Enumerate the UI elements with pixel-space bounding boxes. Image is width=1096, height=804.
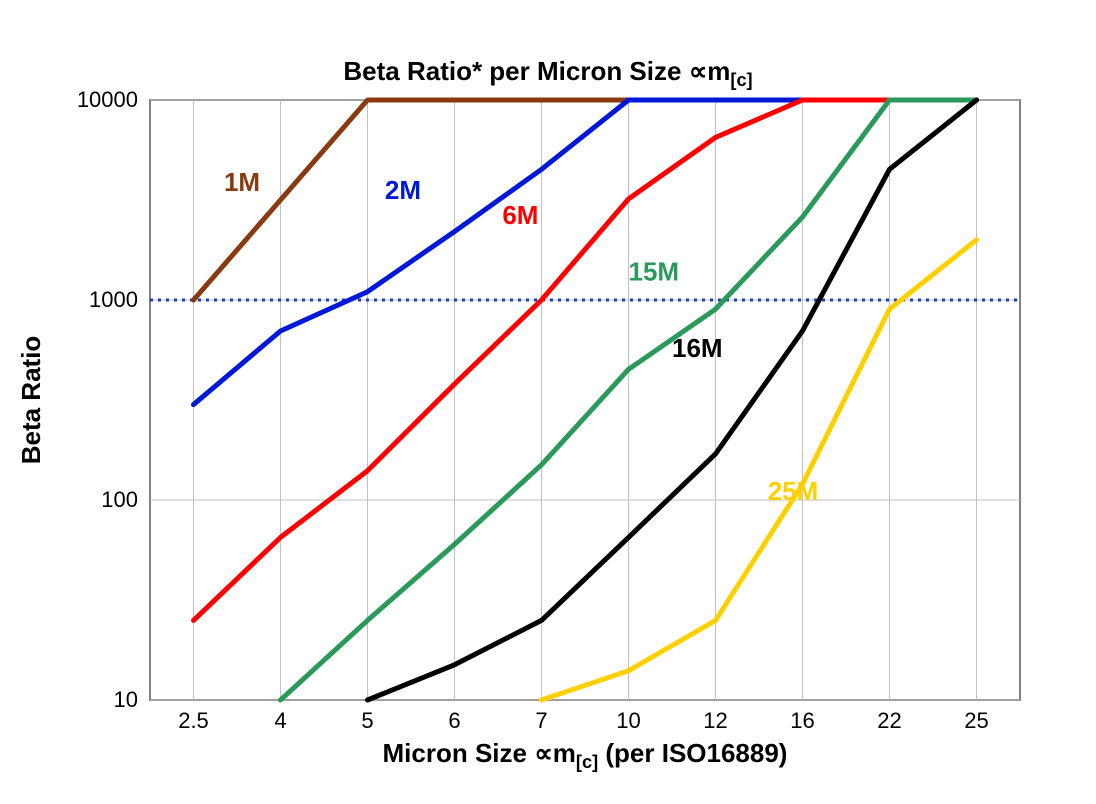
series-labels: 1M 2M 6M 15M 16M 25M bbox=[224, 167, 818, 506]
series-label-16M: 16M bbox=[672, 333, 723, 363]
series-1M bbox=[194, 100, 977, 300]
y-tick-labels: 10 100 1000 10000 bbox=[77, 87, 138, 712]
chart-container: Beta Ratio* per Micron Size ∝m[c] 1M2M6M… bbox=[0, 0, 1096, 804]
x-tick-labels: 2.5 4 5 6 7 10 12 16 22 25 bbox=[178, 708, 989, 733]
y-axis-label: Beta Ratio bbox=[16, 336, 46, 465]
beta-ratio-chart: Beta Ratio* per Micron Size ∝m[c] 1M2M6M… bbox=[0, 0, 1096, 804]
y-tick: 1000 bbox=[89, 287, 138, 312]
y-tick: 10000 bbox=[77, 87, 138, 112]
series-label-2M: 2M bbox=[385, 175, 421, 205]
y-tick: 10 bbox=[114, 687, 138, 712]
x-tick: 5 bbox=[361, 708, 373, 733]
x-tick: 2.5 bbox=[178, 708, 209, 733]
series-label-1M: 1M bbox=[224, 167, 260, 197]
series-lines bbox=[194, 100, 977, 700]
x-tick: 4 bbox=[274, 708, 286, 733]
x-tick: 22 bbox=[877, 708, 901, 733]
series-16M bbox=[368, 100, 977, 700]
series-label-15M: 15M bbox=[629, 257, 680, 287]
series-label-6M: 6M bbox=[502, 200, 538, 230]
gridlines bbox=[150, 100, 1020, 700]
x-tick: 25 bbox=[964, 708, 988, 733]
plot-area: 1M 2M 6M 15M 16M 25M bbox=[150, 100, 1020, 700]
x-tick: 6 bbox=[448, 708, 460, 733]
y-tick: 100 bbox=[101, 487, 138, 512]
x-axis-label: Micron Size ∝m[c] (per ISO16889) bbox=[383, 738, 788, 772]
series-label-25M: 25M bbox=[768, 476, 819, 506]
x-tick: 12 bbox=[703, 708, 727, 733]
x-tick: 7 bbox=[535, 708, 547, 733]
x-tick: 16 bbox=[790, 708, 814, 733]
series-6M bbox=[194, 100, 977, 620]
series-25M bbox=[542, 240, 977, 700]
chart-title: Beta Ratio* per Micron Size ∝m[c] bbox=[343, 56, 752, 90]
x-tick: 10 bbox=[616, 708, 640, 733]
